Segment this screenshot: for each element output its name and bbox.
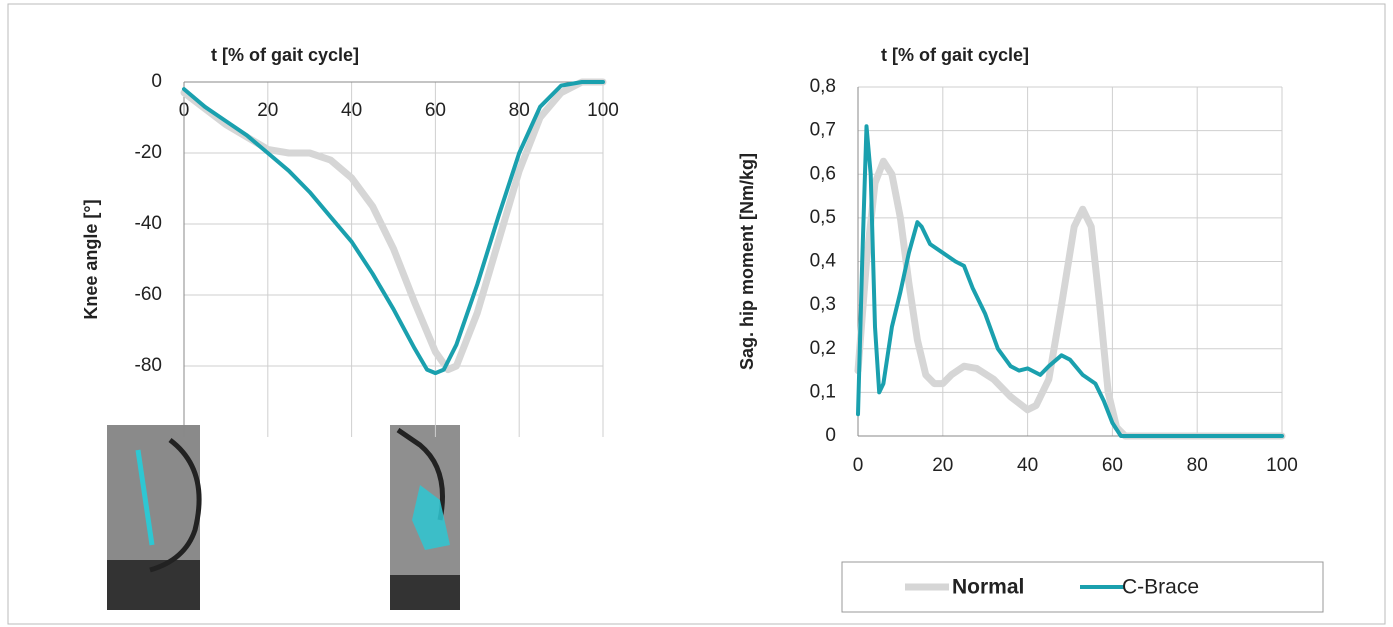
x-tick-label: 40 <box>1017 455 1038 476</box>
y-tick-label: 0,5 <box>810 207 836 228</box>
x-tick-label: 100 <box>1266 455 1298 476</box>
y-tick-label: 0,8 <box>810 76 836 97</box>
y-tick-label: 0,4 <box>810 251 837 272</box>
y-tick-label: 0,2 <box>810 338 836 359</box>
y-tick-label: 0,1 <box>810 381 836 402</box>
figure: 0 -20 -40 -60 -80 0 20 40 60 80 100 t [% of gait cy… <box>0 0 1393 627</box>
legend-label: Normal <box>952 576 1024 599</box>
y-tick-label: 0 <box>151 71 162 92</box>
y-tick-label: 0,3 <box>810 294 836 315</box>
y-axis-title: Sag. hip moment [Nm/kg] <box>737 153 757 370</box>
legend-label: C-Brace <box>1122 576 1199 599</box>
x-axis-title: t [% of gait cycle] <box>211 45 359 65</box>
y-tick-label: 0 <box>825 425 836 446</box>
x-tick-label: 40 <box>341 100 362 121</box>
photo-right <box>390 425 460 610</box>
x-tick-label: 60 <box>425 100 446 121</box>
x-tick-label: 20 <box>257 100 278 121</box>
x-tick-label: 20 <box>932 455 953 476</box>
x-axis-title: t [% of gait cycle] <box>881 45 1029 65</box>
data-line <box>858 126 1282 436</box>
frame <box>8 4 1385 624</box>
y-tick-label: -20 <box>135 142 162 163</box>
y-tick-label: -80 <box>135 355 162 376</box>
data-line <box>184 82 603 370</box>
data-line <box>858 161 1282 436</box>
x-tick-label: 100 <box>587 100 619 121</box>
x-tick-label: 80 <box>509 100 530 121</box>
y-tick-label: 0,7 <box>810 120 836 141</box>
x-tick-label: 60 <box>1102 455 1123 476</box>
photo-left <box>107 425 200 610</box>
y-axis-title: Knee angle [°] <box>81 199 101 319</box>
y-tick-label: -60 <box>135 284 162 305</box>
x-tick-label: 80 <box>1187 455 1208 476</box>
y-tick-label: 0,6 <box>810 163 836 184</box>
y-tick-label: -40 <box>135 213 162 234</box>
x-tick-label: 0 <box>853 455 864 476</box>
